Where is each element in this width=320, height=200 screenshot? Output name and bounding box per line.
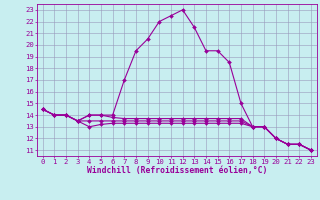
X-axis label: Windchill (Refroidissement éolien,°C): Windchill (Refroidissement éolien,°C) <box>87 166 267 175</box>
